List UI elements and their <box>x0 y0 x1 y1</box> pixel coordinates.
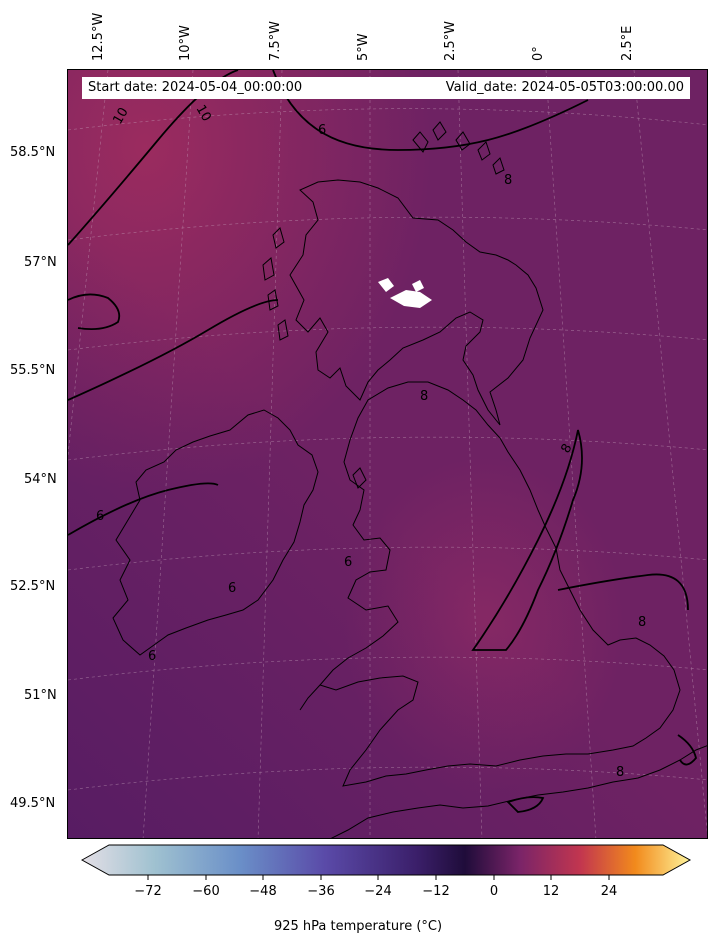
contour-label: 8 <box>420 389 428 404</box>
contour-label: 6 <box>344 555 352 570</box>
lon-label: 10°W <box>178 25 193 61</box>
ireland-coast <box>112 409 319 656</box>
valid-date-label: Valid_date: 2024-05-05T03:00:00.00 <box>445 80 684 95</box>
contour-label: 6 <box>318 123 326 138</box>
scotland-coast <box>289 179 544 426</box>
missing-data-patch <box>378 278 432 308</box>
colorbar-tick-label: −48 <box>249 884 277 899</box>
colorbar-tick-label: −36 <box>307 884 335 899</box>
map-svg: 10 10 6 8 8 6 6 6 8 8 6 8 <box>68 70 707 838</box>
lon-label: 2.5°E <box>620 25 635 61</box>
colorbar-tick-label: 0 <box>489 884 499 899</box>
lat-label: 49.5°N <box>10 796 56 811</box>
lat-label: 58.5°N <box>10 145 56 160</box>
map-panel: 10 10 6 8 8 6 6 6 8 8 6 8 <box>67 69 708 839</box>
contour-label: 8 <box>638 615 646 630</box>
colorbar-tick-label: −60 <box>192 884 220 899</box>
contour-label: 6 <box>228 581 236 596</box>
contour-label: 10 <box>193 103 214 125</box>
colorbar-tick-label: −72 <box>134 884 162 899</box>
colorbar-tick-label: 24 <box>600 884 618 899</box>
colorbar-tick-label: −24 <box>364 884 392 899</box>
england-coast <box>319 381 681 787</box>
colorbar-tick-marks <box>147 875 610 880</box>
lat-label: 52.5°N <box>10 579 56 594</box>
lat-label: 55.5°N <box>10 363 56 378</box>
contour-label: 8 <box>616 765 624 780</box>
lon-label: 0° <box>531 46 546 61</box>
lat-label: 51°N <box>24 688 57 703</box>
lat-label: 57°N <box>24 255 57 270</box>
contour-label: 6 <box>96 509 104 524</box>
contour-label: 10 <box>110 105 131 127</box>
contour-label: 6 <box>148 649 156 664</box>
temperature-contours <box>68 70 697 813</box>
date-info-box: Start date: 2024-05-04_00:00:00 Valid_da… <box>82 77 690 99</box>
colorbar-label: 925 hPa temperature (°C) <box>273 919 443 934</box>
start-date-label: Start date: 2024-05-04_00:00:00 <box>88 80 303 95</box>
contour-label: 8 <box>504 173 512 188</box>
contour-labels: 10 10 6 8 8 6 6 6 8 8 6 8 <box>96 103 646 781</box>
lat-label: 54°N <box>24 472 57 487</box>
lon-label: 2.5°W <box>443 20 458 61</box>
colorbar-tick-label: 12 <box>542 884 560 899</box>
colorbar-body <box>80 844 692 876</box>
lon-label: 7.5°W <box>268 20 283 61</box>
lon-label: 12.5°W <box>91 12 106 61</box>
graticule <box>68 70 707 838</box>
colorbar-tick-label: −12 <box>422 884 450 899</box>
lon-label: 5°W <box>356 33 371 61</box>
